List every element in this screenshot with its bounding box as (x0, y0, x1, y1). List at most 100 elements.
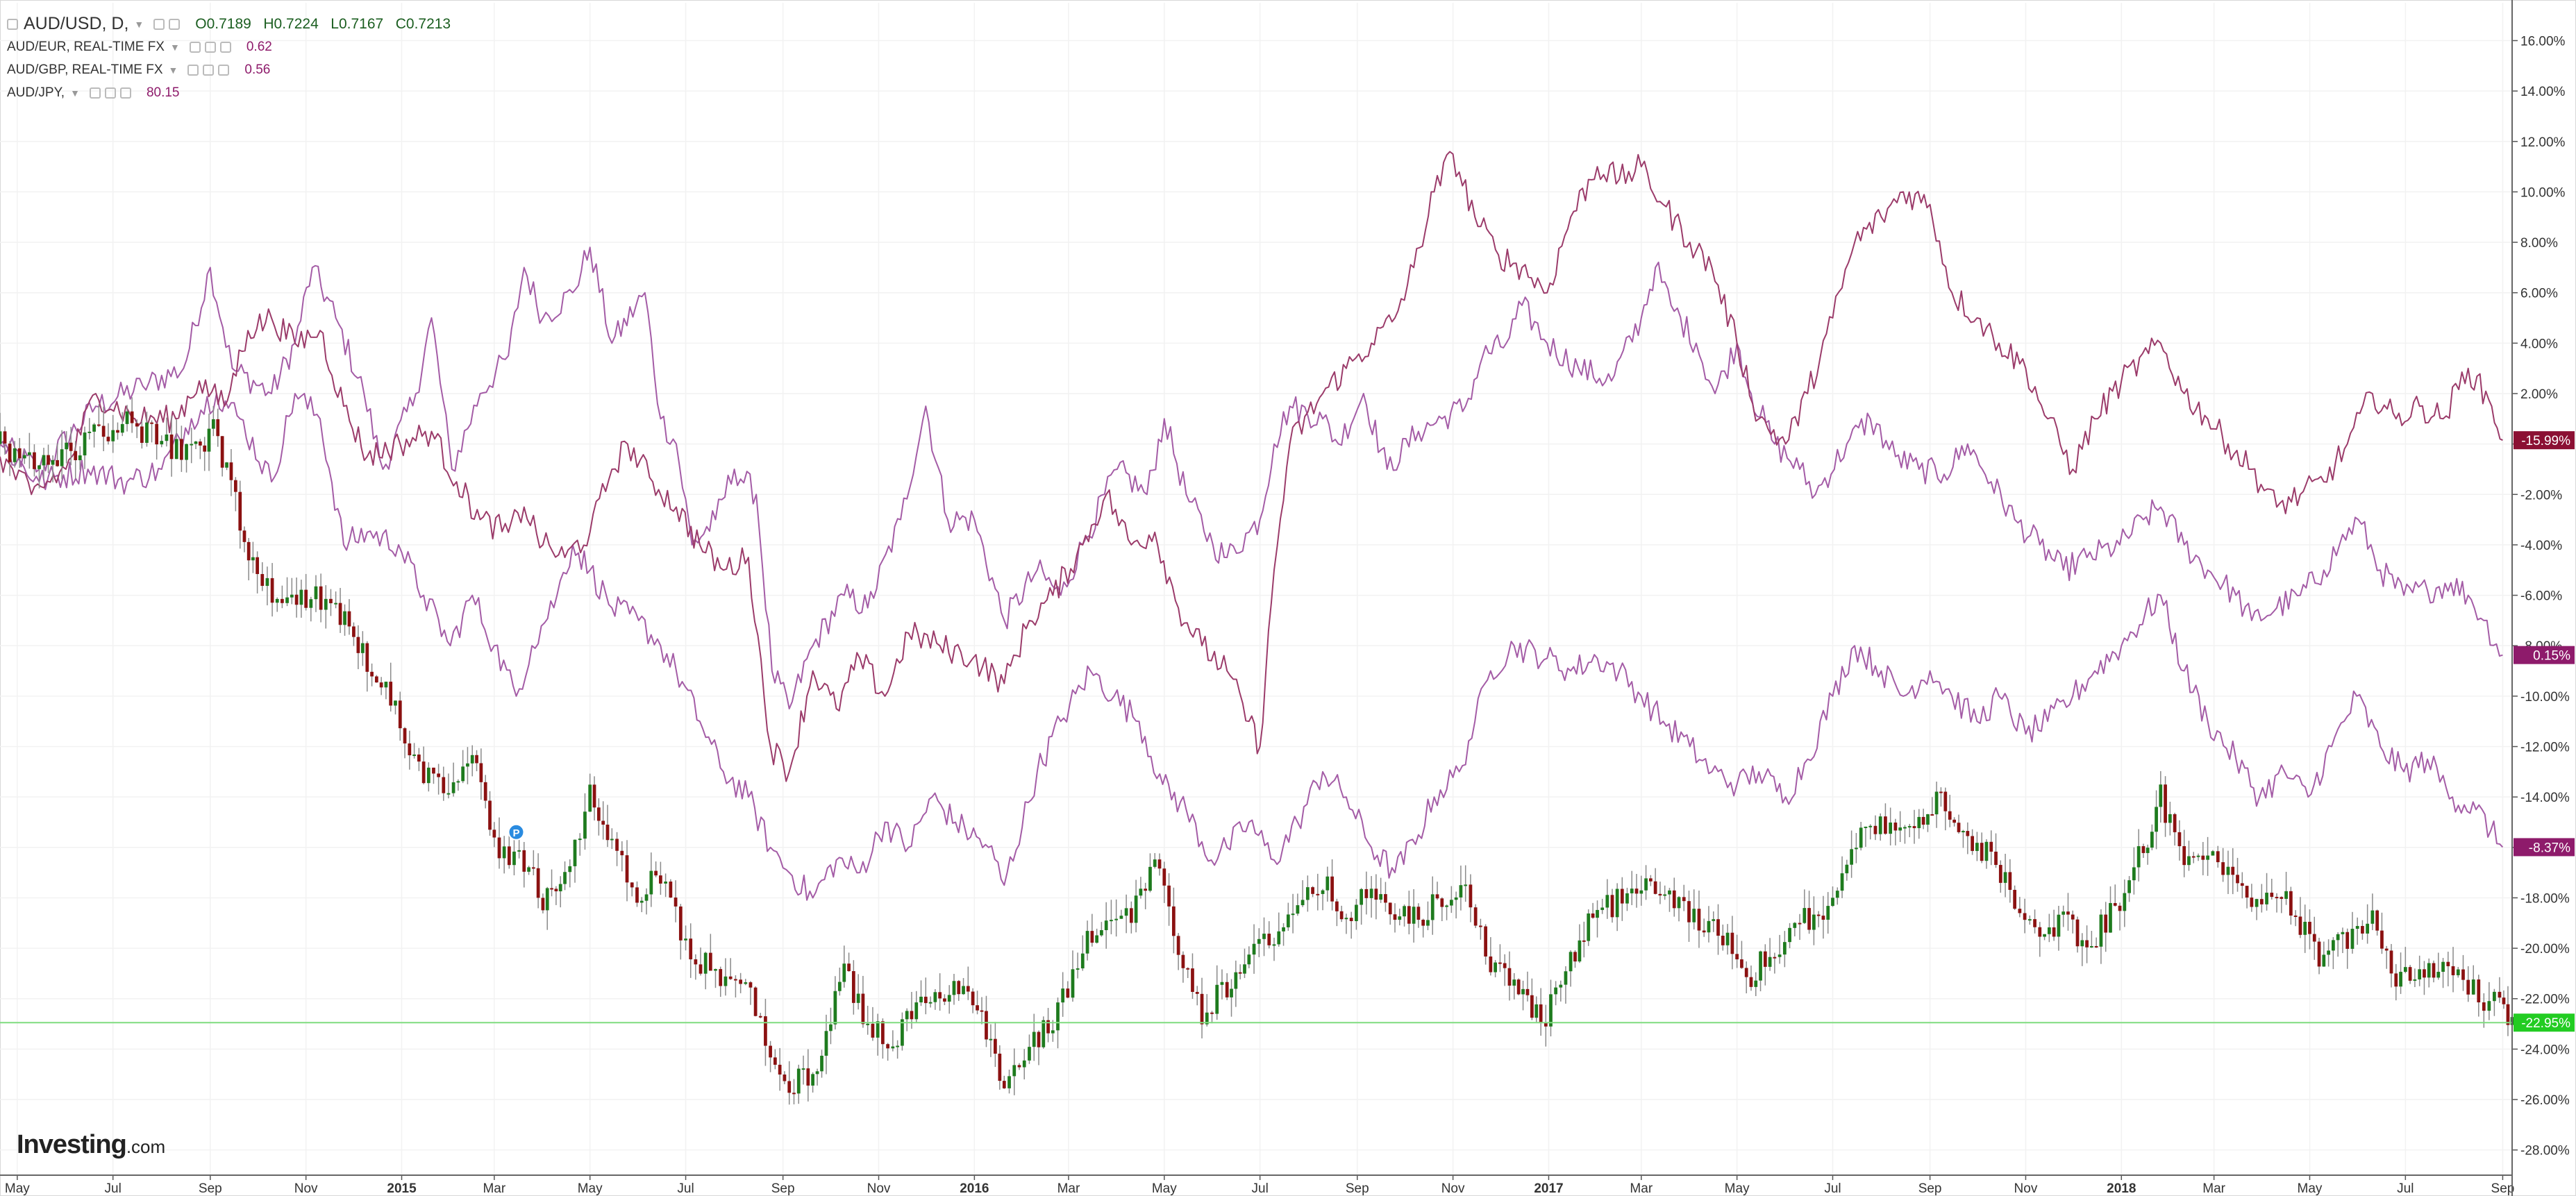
candle-body (829, 1024, 833, 1031)
candle-body (1379, 894, 1383, 900)
settings-icon[interactable] (187, 64, 199, 76)
candle-body (1469, 884, 1473, 908)
candle-body (952, 981, 956, 995)
chevron-down-icon[interactable]: ▼ (168, 64, 178, 76)
x-tick-label: Mar (483, 1181, 505, 1196)
candle-body (1984, 841, 1989, 861)
series-line-aud-eur (0, 392, 2504, 901)
candle-body (1398, 916, 1402, 920)
legend-compare-row[interactable]: AUD/GBP, REAL-TIME FX ▼ 0.56 (7, 58, 451, 81)
annotation-label: P (512, 827, 519, 839)
candle-body (2132, 867, 2136, 881)
candle-body (130, 411, 134, 423)
candle-body (1668, 890, 1671, 895)
candle-body (2436, 972, 2441, 978)
compare-value: 0.56 (244, 62, 271, 77)
candle-body (2023, 913, 2027, 920)
candle-body (2236, 875, 2239, 884)
candle-body (1634, 888, 1639, 894)
candle-body (1056, 1002, 1060, 1031)
candle-body (2255, 899, 2259, 907)
candle-body (140, 426, 144, 443)
settings-icon[interactable] (153, 18, 165, 30)
x-tick-label: 2015 (387, 1181, 417, 1196)
legend-main-row[interactable]: AUD/USD, D, ▼ O0.7189 H0.7224 L0.7167 C0… (7, 12, 451, 35)
visibility-icon[interactable] (169, 18, 181, 30)
candle-body (2191, 856, 2196, 858)
candle-body (994, 1038, 997, 1054)
candle-body (856, 993, 860, 1003)
candle-body (1564, 971, 1568, 985)
collapse-icon[interactable] (7, 18, 18, 30)
badge-label: -22.95% (2521, 1016, 2570, 1031)
candle-body (1277, 931, 1281, 945)
candle-body (101, 426, 106, 437)
candle-body (2099, 914, 2103, 947)
close-icon[interactable] (119, 87, 131, 99)
y-tick-label: 4.00% (2520, 337, 2558, 351)
candle-body (796, 1068, 801, 1094)
candle-body (545, 888, 549, 911)
compare-label: AUD/JPY, (7, 85, 65, 100)
candle-body (649, 870, 653, 895)
candle-body (1831, 898, 1834, 907)
y-tick-label: -28.00% (2520, 1144, 2570, 1159)
candle-body (2061, 911, 2066, 915)
candle-body (678, 906, 683, 941)
candle-body (1615, 888, 1619, 918)
visibility-icon[interactable] (203, 64, 215, 76)
close-icon[interactable] (219, 41, 231, 53)
candle-body (837, 982, 842, 991)
candle-body (1702, 930, 1706, 933)
candle-body (2187, 856, 2191, 866)
y-tick-label: 14.00% (2520, 85, 2566, 99)
y-tick-label: -26.00% (2520, 1093, 2570, 1108)
chevron-down-icon[interactable]: ▼ (134, 18, 144, 30)
candle-body (1639, 890, 1644, 894)
last-value-badge: -22.95% (2514, 1013, 2575, 1032)
candle-body (881, 1021, 885, 1045)
candle-body (497, 837, 501, 859)
candle-body (1569, 952, 1573, 972)
candle-body (563, 872, 567, 884)
candle-body (281, 598, 284, 603)
visibility-icon[interactable] (104, 87, 116, 99)
visibility-icon[interactable] (204, 41, 216, 53)
candle-body (724, 976, 728, 986)
y-tick-label: 10.00% (2520, 185, 2566, 200)
candle-body (1926, 814, 1930, 825)
candle-body (1454, 897, 1458, 900)
candle-body (976, 1005, 979, 1011)
settings-icon[interactable] (189, 41, 201, 53)
candle-body (2075, 919, 2080, 947)
candle-body (260, 573, 265, 587)
compare-label: AUD/EUR, REAL-TIME FX (7, 39, 165, 54)
legend-compare-row[interactable]: AUD/JPY, ▼ 80.15 (7, 81, 451, 104)
candle-body (2370, 910, 2375, 924)
candle-body (2043, 934, 2046, 937)
candle-body (896, 1045, 899, 1047)
candle-body (2216, 851, 2220, 863)
candle-body (2298, 916, 2302, 935)
chevron-down-icon[interactable]: ▼ (70, 87, 80, 99)
candle-body (1917, 816, 1921, 829)
chevron-down-icon[interactable]: ▼ (169, 41, 180, 53)
close-icon[interactable] (218, 64, 230, 76)
candle-body (150, 422, 153, 424)
candle-body (437, 773, 440, 777)
candle-body (1205, 1012, 1209, 1025)
candle-body (492, 829, 496, 838)
candle-body (1144, 888, 1148, 891)
candle-body (198, 441, 202, 446)
candle-body (739, 979, 743, 984)
x-tick-label: May (578, 1181, 603, 1196)
candle-body (1124, 908, 1128, 916)
candle-body (550, 888, 553, 890)
candle-body (1521, 988, 1525, 995)
candle-body (1243, 964, 1246, 974)
candle-body (1582, 940, 1586, 942)
candle-body (1464, 884, 1468, 886)
legend-compare-row[interactable]: AUD/EUR, REAL-TIME FX ▼ 0.62 (7, 35, 451, 58)
settings-icon[interactable] (89, 87, 101, 99)
